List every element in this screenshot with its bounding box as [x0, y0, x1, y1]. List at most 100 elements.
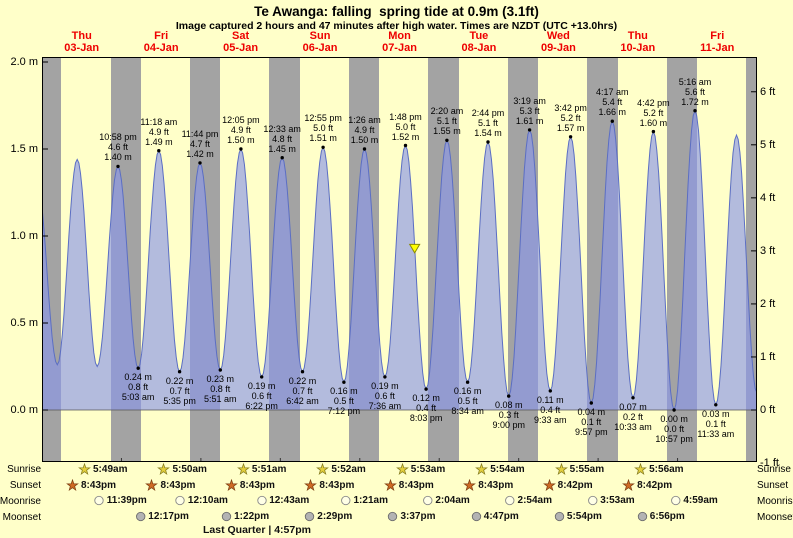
sunrise-time: 5:49am [93, 464, 128, 475]
tide-extreme-label-line: 0.8 ft [210, 383, 231, 394]
day-name: Fri [710, 30, 725, 42]
tide-extreme-label: 1:48 pm 5.0 ft 1.52 m [389, 112, 422, 142]
tide-extreme-label-line: 1.57 m [556, 122, 585, 133]
tide-extreme-dot [548, 389, 552, 393]
tide-extreme-dot [465, 380, 470, 384]
tide-extreme-label-line: 0.5 ft [333, 396, 354, 407]
day-label: Tue 08-Jan [461, 30, 497, 54]
moonset-icon [304, 511, 315, 522]
sunrise-time: 5:52am [331, 464, 366, 475]
sunset-item: 8:43pm [224, 479, 275, 492]
sunrise-time: 5:51am [251, 464, 287, 475]
moonset-icon [637, 511, 648, 522]
tide-curve-svg [42, 57, 757, 462]
sunset-star-icon [145, 479, 159, 492]
sunrise-star-icon [316, 463, 330, 476]
tide-extreme-label-line: 5.1 ft [436, 116, 457, 127]
day-date: 10-Jan [620, 41, 656, 54]
day-date: 04-Jan [143, 41, 179, 54]
sunrise-item: 5:54am [475, 463, 525, 476]
day-label: Fri 04-Jan [143, 30, 179, 54]
tide-extreme-label-line: 5.1 ft [477, 118, 498, 129]
sunrise-item: 5:56am [634, 463, 684, 476]
y-axis-right-tick: 6 ft [760, 85, 776, 98]
tide-extreme-label-line: 5:16 am [678, 76, 712, 87]
tide-extreme-label-line: 1.42 m [186, 148, 214, 159]
day-label: Wed 09-Jan [540, 30, 576, 54]
astro-row-label-left: Sunrise [7, 464, 41, 475]
tide-extreme-label-line: 1.55 m [433, 126, 461, 137]
moonset-item: 3:37pm [387, 511, 435, 522]
day-date: 09-Jan [540, 41, 576, 54]
moonset-icon [135, 511, 146, 522]
moonset-icon [471, 511, 482, 522]
tide-extreme-label: 11:18 am 4.9 ft 1.49 m [140, 117, 177, 147]
tide-extreme-label-line: 5.0 ft [313, 123, 334, 134]
y-axis-left-tick: 1.5 m [10, 143, 38, 155]
tide-extreme-label-line: 0.00 m [660, 414, 688, 424]
tide-extreme-label-line: 1.49 m [145, 136, 173, 147]
moonset-time: 3:37pm [400, 511, 436, 522]
moonrise-icon [341, 495, 352, 506]
tide-extreme-label-line: 1.50 m [350, 135, 379, 145]
day-name: Sat [232, 30, 250, 42]
y-axis-right-tick: 5 ft [760, 138, 776, 151]
sunrise-star-icon [236, 463, 250, 476]
day-name: Thu [71, 30, 92, 42]
tide-extreme-label-line: 0.1 ft [581, 417, 602, 428]
moonrise-time: 4:59am [683, 495, 718, 506]
tide-extreme-label: 0.04 m 0.1 ft 9:57 pm [575, 407, 608, 437]
tide-extreme-label-line: 4.9 ft [148, 126, 169, 137]
tide-extreme-dot [342, 380, 346, 384]
tide-extreme-label-line: 5:03 am [121, 392, 155, 403]
moonrise-time: 1:21am [353, 495, 388, 506]
plot-area: 10:58 pm 4.6 ft 1.40 m 0.24 m 0.8 ft 5:03 am 1… [42, 57, 757, 462]
tide-extreme-label-line: 0.16 m [453, 386, 482, 397]
moonset-icon [554, 511, 565, 522]
moonrise-icon [175, 495, 186, 506]
sunset-time: 8:43pm [239, 480, 275, 491]
tide-extreme-dot [383, 375, 387, 379]
tide-extreme-label-line: 0.23 m [206, 373, 234, 384]
current-time-marker [408, 243, 421, 254]
moonset-time: 2:29pm [317, 511, 353, 522]
moonrise-icon [422, 495, 433, 506]
moonrise-item: 2:54am [505, 495, 552, 506]
tide-extreme-label-line: 0.1 ft [705, 418, 726, 429]
tide-extreme-dot [445, 138, 449, 142]
sunset-item: 8:43pm [383, 479, 434, 492]
tide-extreme-dot [321, 145, 325, 149]
sunrise-item: 5:52am [316, 463, 366, 476]
moonset-time: 12:17pm [148, 511, 189, 522]
sunset-time: 8:43pm [478, 480, 514, 491]
sunrise-item: 5:55am [554, 463, 604, 476]
moonrise-time: 12:10am [187, 495, 228, 506]
tide-extreme-label-line: 0.19 m [247, 380, 276, 391]
tide-extreme-dot [507, 394, 511, 398]
tide-extreme-label-line: 1.40 m [104, 152, 132, 163]
tide-extreme-dot [631, 396, 635, 400]
tide-extreme-label: 0.07 m 0.2 ft 10:33 am [614, 402, 652, 432]
moonrise-item: 11:39pm [94, 495, 147, 506]
moonset-time: 1:22pm [234, 511, 270, 522]
y-axis-right-tick: 4 ft [760, 191, 776, 204]
astro-row-label-right: Moonrise [757, 496, 793, 507]
tide-extreme-label-line: 1.72 m [681, 96, 709, 107]
tide-extreme-label-line: 0.11 m [536, 394, 564, 405]
sunset-time: 8:43pm [81, 480, 117, 491]
tide-extreme-label-line: 5.4 ft [602, 97, 623, 108]
tide-extreme-label-line: 0.7 ft [169, 385, 190, 396]
tide-extreme-label-line: 1.61 m [515, 115, 544, 126]
tide-extreme-label-line: 7:36 am [368, 400, 402, 411]
tide-extreme-label: 0.22 m 0.7 ft 6:42 am [286, 376, 319, 406]
day-date: 08-Jan [461, 41, 497, 54]
y-axis-left-tick: 0.0 m [10, 404, 38, 416]
day-name: Thu [627, 30, 648, 42]
tide-extreme-label-line: 5:51 am [203, 393, 237, 404]
tide-extreme-label-line: 2:44 pm [471, 108, 505, 119]
tide-extreme-label-line: 0.4 ft [540, 404, 561, 415]
tide-extreme-label: 1:26 am 4.9 ft 1.50 m [348, 115, 381, 145]
tide-extreme-label-line: 11:44 pm [181, 128, 219, 139]
plot-border [42, 57, 757, 462]
tide-extreme-label-line: 4:42 pm [637, 97, 670, 108]
